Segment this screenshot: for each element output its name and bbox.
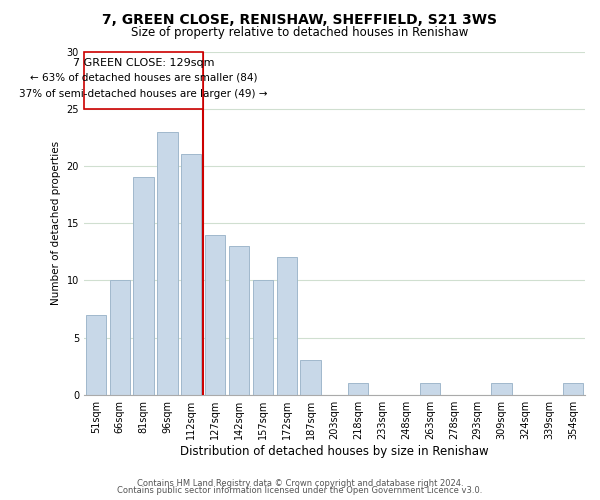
X-axis label: Distribution of detached houses by size in Renishaw: Distribution of detached houses by size … [180, 444, 489, 458]
FancyBboxPatch shape [84, 52, 203, 108]
Bar [420, 384, 440, 394]
Bar [563, 384, 583, 394]
Bar [491, 384, 512, 394]
Text: Contains HM Land Registry data © Crown copyright and database right 2024.: Contains HM Land Registry data © Crown c… [137, 478, 463, 488]
Bar [348, 384, 368, 394]
Bar [277, 258, 297, 394]
Bar [181, 154, 202, 394]
Text: ← 63% of detached houses are smaller (84): ← 63% of detached houses are smaller (84… [30, 73, 257, 83]
Bar [110, 280, 130, 394]
Bar [229, 246, 249, 394]
Text: 7, GREEN CLOSE, RENISHAW, SHEFFIELD, S21 3WS: 7, GREEN CLOSE, RENISHAW, SHEFFIELD, S21… [103, 12, 497, 26]
Bar [133, 178, 154, 394]
Bar [157, 132, 178, 394]
Text: 37% of semi-detached houses are larger (49) →: 37% of semi-detached houses are larger (… [19, 89, 268, 99]
Text: Size of property relative to detached houses in Renishaw: Size of property relative to detached ho… [131, 26, 469, 39]
Bar [253, 280, 273, 394]
Y-axis label: Number of detached properties: Number of detached properties [51, 141, 61, 305]
Text: 7 GREEN CLOSE: 129sqm: 7 GREEN CLOSE: 129sqm [73, 58, 214, 68]
Bar [205, 234, 225, 394]
Text: Contains public sector information licensed under the Open Government Licence v3: Contains public sector information licen… [118, 486, 482, 495]
Bar [86, 314, 106, 394]
Bar [301, 360, 321, 394]
